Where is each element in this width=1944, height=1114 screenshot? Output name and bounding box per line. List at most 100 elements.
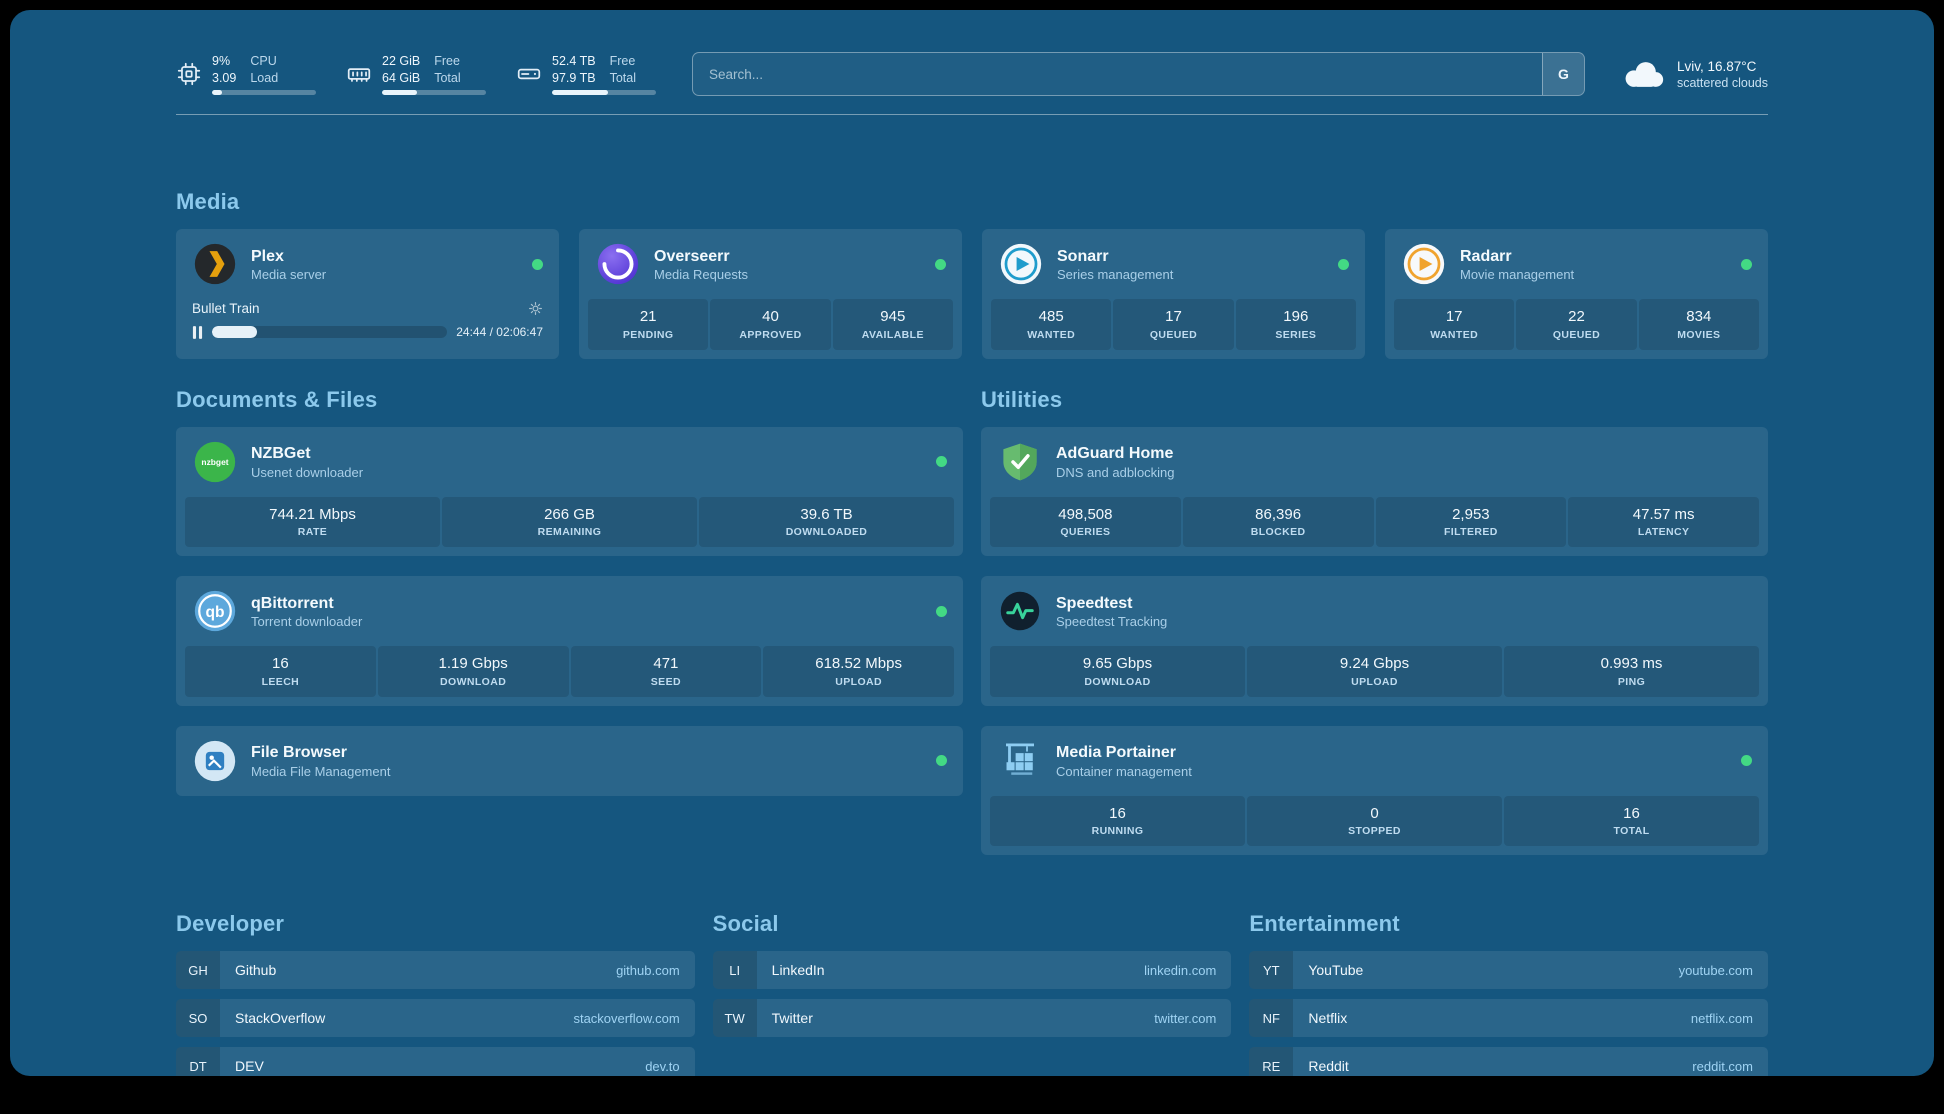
status-dot: [532, 258, 543, 270]
bookmark-name: Netflix: [1308, 1010, 1348, 1026]
weather-condition: scattered clouds: [1676, 76, 1768, 91]
stat-filtered: 2,953 FILTERED: [1375, 496, 1567, 547]
disk-icon: [516, 61, 542, 87]
stat-download: 1.19 Gbps DOWNLOAD: [377, 646, 569, 697]
radarr-service-link[interactable]: Radarr Movie management: [1385, 229, 1768, 299]
portainer-icon: [997, 738, 1043, 784]
bookmark-url: linkedin.com: [1144, 962, 1217, 978]
radarr-card: Radarr Movie management 17 WANTED 22 QUE…: [1385, 229, 1768, 359]
search-bar: G: [692, 52, 1585, 96]
status-dot: [1741, 258, 1752, 270]
bookmark-url: github.com: [616, 962, 680, 978]
bookmark-reddit[interactable]: RE Reddit reddit.com: [1249, 1047, 1768, 1076]
bookmark-name: YouTube: [1308, 962, 1364, 978]
gear-icon[interactable]: [528, 301, 543, 316]
bookmark-abbr: NF: [1249, 999, 1294, 1037]
service-description: Usenet downloader: [251, 464, 364, 480]
nzbget-icon: nzbget: [192, 439, 238, 485]
adguard-card: AdGuard Home DNS and adblocking 498,508 …: [981, 426, 1768, 556]
bookmark-group-entertainment: Entertainment YT YouTube youtube.com NF …: [1249, 911, 1768, 1076]
memory-free-label: Free: [434, 54, 460, 69]
stat-blocked: 86,396 BLOCKED: [1182, 496, 1374, 547]
adguard-service-link[interactable]: AdGuard Home DNS and adblocking: [981, 427, 1768, 497]
bookmark-abbr: DT: [176, 1047, 220, 1076]
cpu-icon: [176, 61, 202, 87]
filebrowser-service-link[interactable]: File Browser Media File Management: [176, 726, 963, 796]
memory-widget: 22 GiB 64 GiB Free Total: [346, 53, 486, 95]
now-playing-title: Bullet Train: [192, 301, 260, 316]
stat-series: 196 SERIES: [1235, 299, 1356, 350]
service-name: Speedtest: [1056, 594, 1133, 612]
stat-queued: 22 QUEUED: [1516, 299, 1637, 350]
bookmark-github[interactable]: GH Github github.com: [176, 951, 695, 989]
resource-widgets: 9% 3.09 CPU Load: [176, 53, 656, 95]
service-description: Speedtest Tracking: [1056, 614, 1168, 630]
disk-free-label: Free: [609, 54, 636, 69]
weather-widget: Lviv, 16.87°C scattered clouds: [1621, 58, 1768, 91]
pause-button[interactable]: [192, 325, 203, 339]
plex-icon: [192, 241, 238, 287]
cpu-load-label: Load: [250, 70, 279, 85]
stat-leech: 16 LEECH: [185, 646, 376, 697]
section-title-documents: Documents & Files: [176, 386, 378, 412]
service-name: Plex: [251, 247, 284, 265]
speedtest-icon: [997, 588, 1043, 634]
playback-time: 24:44 / 02:06:47: [456, 325, 543, 339]
dashboard: 9% 3.09 CPU Load: [10, 10, 1934, 1076]
bookmark-abbr: SO: [176, 999, 220, 1037]
service-description: Torrent downloader: [251, 614, 363, 630]
memory-progress-bar: [382, 89, 486, 95]
search-input[interactable]: [693, 53, 1542, 95]
bookmarks: Developer GH Github github.com SO StackO…: [176, 911, 1768, 1076]
cpu-progress-bar: [212, 89, 316, 95]
bookmark-name: Github: [235, 962, 277, 978]
stat-stopped: 0 STOPPED: [1247, 795, 1502, 846]
status-dot: [935, 258, 946, 270]
status-dot: [936, 456, 947, 467]
section-title-media: Media: [176, 189, 240, 214]
stat-pending: 21 PENDING: [588, 299, 709, 350]
nzbget-card: nzbget NZBGet Usenet downloader 744.21 M…: [176, 426, 963, 556]
radarr-icon: [1401, 241, 1447, 287]
bookmark-dev[interactable]: DT DEV dev.to: [176, 1047, 695, 1076]
stat-downloaded: 39.6 TB DOWNLOADED: [699, 496, 954, 547]
bookmark-twitter[interactable]: TW Twitter twitter.com: [712, 999, 1232, 1037]
sonarr-service-link[interactable]: Sonarr Series management: [982, 229, 1365, 299]
cpu-widget: 9% 3.09 CPU Load: [176, 53, 316, 95]
service-description: Movie management: [1460, 267, 1575, 283]
bookmark-group-developer: Developer GH Github github.com SO StackO…: [176, 911, 695, 1076]
stat-ping: 0.993 ms PING: [1504, 646, 1759, 697]
bookmark-youtube[interactable]: YT YouTube youtube.com: [1249, 951, 1768, 989]
bookmark-url: youtube.com: [1678, 962, 1753, 978]
status-dot: [936, 755, 947, 766]
bookmark-abbr: RE: [1249, 1047, 1294, 1076]
bookmark-url: netflix.com: [1690, 1010, 1753, 1026]
bookmark-stackoverflow[interactable]: SO StackOverflow stackoverflow.com: [176, 999, 695, 1037]
search-provider-button[interactable]: G: [1541, 53, 1584, 95]
status-dot: [1741, 755, 1752, 766]
middle-sections: Documents & Files nzbget NZBGet Usenet d…: [176, 386, 1768, 855]
service-description: Container management: [1056, 763, 1192, 779]
bookmark-linkedin[interactable]: LI LinkedIn linkedin.com: [712, 951, 1232, 989]
section-title-entertainment: Entertainment: [1249, 911, 1400, 936]
service-name: Overseerr: [654, 247, 730, 265]
filebrowser-icon: [192, 738, 238, 784]
playback-progress-bar[interactable]: [212, 326, 448, 338]
qbittorrent-service-link[interactable]: qb qBittorrent Torrent downloader: [176, 576, 963, 646]
speedtest-service-link[interactable]: Speedtest Speedtest Tracking: [981, 576, 1768, 646]
plex-service-link[interactable]: Plex Media server: [176, 229, 559, 299]
filebrowser-card: File Browser Media File Management: [176, 725, 963, 796]
disk-total-label: Total: [609, 70, 636, 85]
memory-total-label: Total: [434, 70, 461, 85]
bookmark-netflix[interactable]: NF Netflix netflix.com: [1249, 999, 1768, 1037]
plex-card: Plex Media server Bullet Train: [176, 229, 559, 359]
stat-seed: 471 SEED: [570, 646, 762, 697]
service-description: Media Requests: [654, 267, 748, 283]
service-name: qBittorrent: [251, 594, 334, 612]
service-description: DNS and adblocking: [1056, 464, 1175, 480]
cpu-usage-value: 9%: [212, 54, 231, 69]
nzbget-service-link[interactable]: nzbget NZBGet Usenet downloader: [176, 427, 963, 497]
overseerr-service-link[interactable]: Overseerr Media Requests: [579, 229, 962, 299]
disk-free-value: 52.4 TB: [552, 54, 596, 69]
portainer-service-link[interactable]: Media Portainer Container management: [981, 726, 1768, 796]
